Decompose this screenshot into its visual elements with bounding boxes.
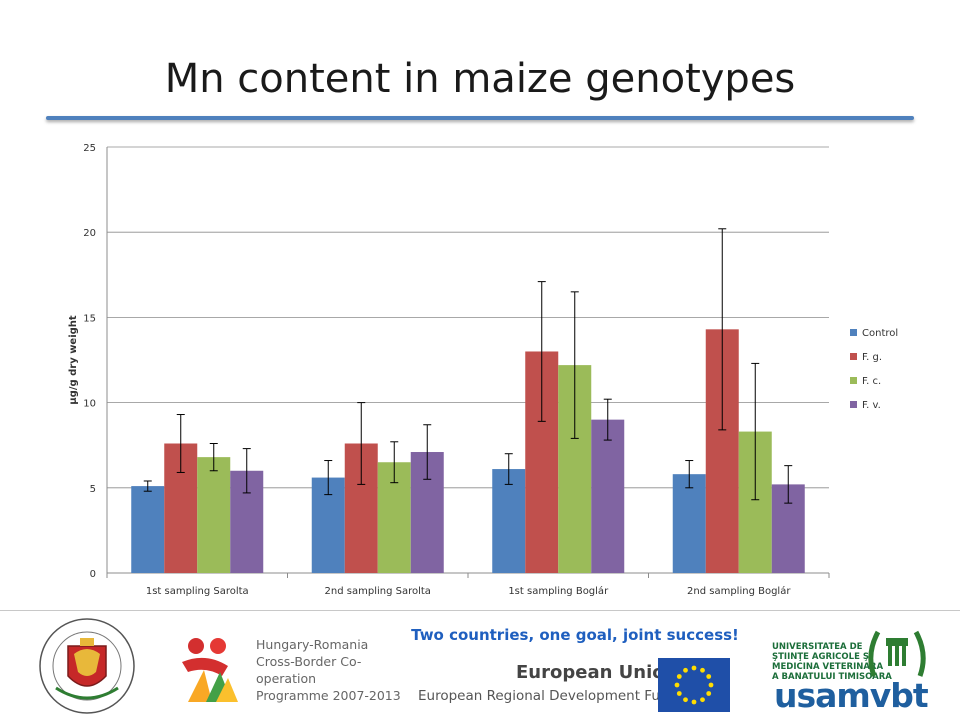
legend-swatch [850, 401, 857, 408]
eu-star-icon [700, 697, 705, 703]
y-tick-label: 20 [83, 228, 96, 239]
programme-line-2: Cross-Border Co-operation [256, 654, 362, 686]
legend-label: Control [862, 328, 898, 339]
eu-fund-subtitle: European Regional Development Fund [418, 688, 678, 704]
wreath-emblem-icon [868, 630, 926, 677]
eu-star-icon [706, 674, 712, 679]
eu-star-icon [706, 691, 712, 696]
bar [591, 419, 625, 573]
bar [197, 457, 231, 573]
legend-swatch [850, 329, 857, 336]
bar [492, 469, 526, 573]
programme-line-1: Hungary-Romania [256, 637, 369, 652]
legend-label: F. c. [862, 376, 881, 387]
legend-label: F. g. [862, 352, 882, 363]
bar [131, 486, 165, 573]
eu-star-icon [691, 699, 697, 705]
y-tick-label: 5 [90, 484, 96, 495]
eu-star-icon [683, 697, 688, 703]
x-tick-label: 1st sampling Sarolta [146, 586, 249, 597]
eu-star-icon [691, 665, 697, 671]
legend-swatch [850, 377, 857, 384]
y-tick-label: 25 [83, 143, 96, 154]
legend-swatch [850, 353, 857, 360]
programme-figures-icon [182, 638, 238, 702]
usamvbt-line-2: ŞTIINŢE AGRICOLE ŞI [772, 652, 873, 662]
y-tick-label: 0 [90, 569, 96, 580]
programme-slogan: Two countries, one goal, joint success! [411, 626, 739, 644]
programme-line-3: Programme 2007-2013 [256, 688, 401, 703]
x-tick-label: 1st sampling Boglár [508, 585, 609, 597]
usamvbt-name: usamvbt [774, 676, 929, 715]
usamvbt-line-4: A BANATULUI TIMISOARA [772, 672, 892, 682]
y-tick-label: 15 [83, 313, 96, 324]
slide-title: Mn content in maize genotypes [164, 56, 796, 102]
legend-label: F. v. [862, 400, 881, 411]
y-axis-label: µg/g dry weight [68, 315, 79, 405]
hungary-romania-programme-logo: Hungary-Romania Cross-Border Co-operatio… [176, 632, 406, 708]
university-seal-logo [39, 618, 135, 714]
usamvbt-line-3: MEDICINA VETERINARA [772, 662, 884, 672]
eu-flag-icon [658, 658, 730, 712]
footer-divider [0, 610, 960, 611]
y-tick-label: 10 [83, 399, 96, 410]
bar [672, 474, 706, 573]
usamvbt-line-1: UNIVERSITATEA DE [772, 642, 863, 652]
title-underline [46, 116, 914, 120]
x-tick-label: 2nd sampling Boglár [687, 585, 791, 597]
eu-star-icon [674, 682, 680, 688]
eu-star-icon [676, 674, 682, 679]
eu-star-icon [700, 667, 705, 673]
eu-star-icon [676, 691, 682, 696]
usamvbt-logo: UNIVERSITATEA DE ŞTIINŢE AGRICOLE ŞI MED… [772, 624, 932, 715]
bar-chart: 0 5 10 15 20 25 1st sampling Sarolta 2nd sampli… [68, 143, 898, 597]
eu-star-icon [683, 667, 688, 673]
eu-star-icon [708, 682, 714, 688]
eu-title: European Union [516, 662, 678, 683]
x-tick-label: 2nd sampling Sarolta [325, 586, 431, 597]
